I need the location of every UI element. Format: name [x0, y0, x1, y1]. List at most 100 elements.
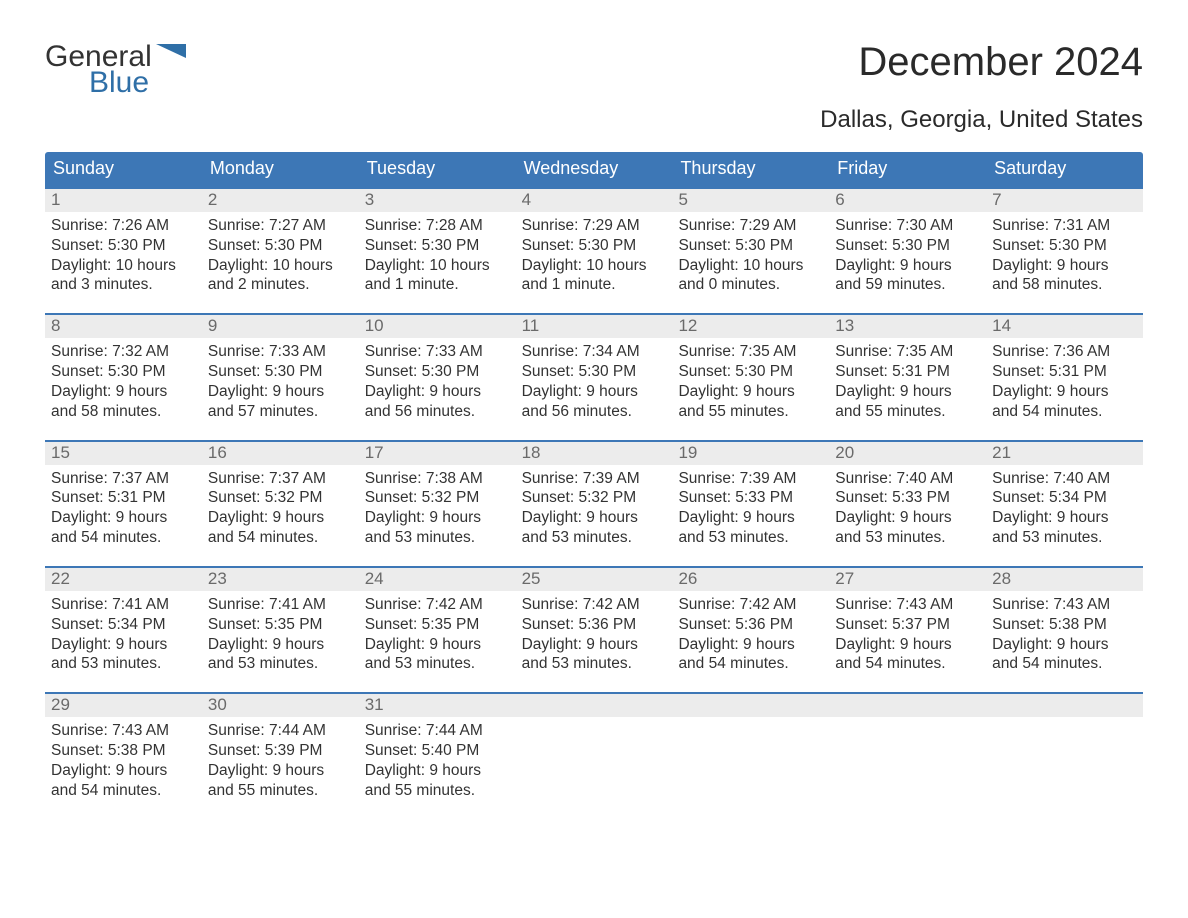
day-cell: 30Sunrise: 7:44 AMSunset: 5:39 PMDayligh… [202, 694, 359, 804]
sunset-text: Sunset: 5:31 PM [51, 488, 196, 508]
daylight-line1: Daylight: 9 hours [51, 635, 196, 655]
sunset-text: Sunset: 5:30 PM [522, 362, 667, 382]
day-cell: 22Sunrise: 7:41 AMSunset: 5:34 PMDayligh… [45, 568, 202, 678]
daylight-line2: and 56 minutes. [365, 402, 510, 422]
day-content: Sunrise: 7:39 AMSunset: 5:32 PMDaylight:… [516, 465, 673, 552]
location-text: Dallas, Georgia, United States [45, 106, 1143, 134]
daylight-line1: Daylight: 9 hours [208, 635, 353, 655]
day-content: Sunrise: 7:36 AMSunset: 5:31 PMDaylight:… [986, 338, 1143, 425]
daylight-line2: and 58 minutes. [992, 275, 1137, 295]
empty-day-cell: . [672, 694, 829, 804]
sunrise-text: Sunrise: 7:29 AM [678, 216, 823, 236]
sunrise-text: Sunrise: 7:29 AM [522, 216, 667, 236]
daylight-line1: Daylight: 9 hours [208, 761, 353, 781]
day-content: Sunrise: 7:41 AMSunset: 5:34 PMDaylight:… [45, 591, 202, 678]
empty-day-cell: . [829, 694, 986, 804]
daylight-line2: and 54 minutes. [678, 654, 823, 674]
sunrise-text: Sunrise: 7:35 AM [678, 342, 823, 362]
sunrise-text: Sunrise: 7:41 AM [208, 595, 353, 615]
daylight-line1: Daylight: 9 hours [208, 508, 353, 528]
daylight-line1: Daylight: 9 hours [365, 382, 510, 402]
day-cell: 8Sunrise: 7:32 AMSunset: 5:30 PMDaylight… [45, 315, 202, 425]
sunrise-text: Sunrise: 7:26 AM [51, 216, 196, 236]
calendar: SundayMondayTuesdayWednesdayThursdayFrid… [45, 152, 1143, 805]
sunrise-text: Sunrise: 7:35 AM [835, 342, 980, 362]
sunset-text: Sunset: 5:32 PM [522, 488, 667, 508]
sunrise-text: Sunrise: 7:27 AM [208, 216, 353, 236]
day-cell: 11Sunrise: 7:34 AMSunset: 5:30 PMDayligh… [516, 315, 673, 425]
day-cell: 17Sunrise: 7:38 AMSunset: 5:32 PMDayligh… [359, 442, 516, 552]
day-content: Sunrise: 7:40 AMSunset: 5:34 PMDaylight:… [986, 465, 1143, 552]
day-cell: 4Sunrise: 7:29 AMSunset: 5:30 PMDaylight… [516, 189, 673, 299]
daylight-line2: and 53 minutes. [835, 528, 980, 548]
daylight-line1: Daylight: 9 hours [51, 508, 196, 528]
day-cell: 6Sunrise: 7:30 AMSunset: 5:30 PMDaylight… [829, 189, 986, 299]
day-cell: 31Sunrise: 7:44 AMSunset: 5:40 PMDayligh… [359, 694, 516, 804]
daylight-line2: and 3 minutes. [51, 275, 196, 295]
day-number: 4 [516, 189, 673, 212]
day-number: 17 [359, 442, 516, 465]
daylight-line1: Daylight: 9 hours [522, 382, 667, 402]
sunset-text: Sunset: 5:30 PM [678, 362, 823, 382]
day-cell: 19Sunrise: 7:39 AMSunset: 5:33 PMDayligh… [672, 442, 829, 552]
day-number: 31 [359, 694, 516, 717]
sunset-text: Sunset: 5:33 PM [678, 488, 823, 508]
day-number: 10 [359, 315, 516, 338]
daylight-line2: and 53 minutes. [522, 654, 667, 674]
day-number: 8 [45, 315, 202, 338]
sunrise-text: Sunrise: 7:39 AM [522, 469, 667, 489]
day-content: Sunrise: 7:40 AMSunset: 5:33 PMDaylight:… [829, 465, 986, 552]
daylight-line1: Daylight: 9 hours [51, 761, 196, 781]
daylight-line2: and 55 minutes. [835, 402, 980, 422]
day-content: Sunrise: 7:29 AMSunset: 5:30 PMDaylight:… [516, 212, 673, 299]
day-number: 22 [45, 568, 202, 591]
daylight-line2: and 1 minute. [522, 275, 667, 295]
daylight-line1: Daylight: 9 hours [365, 761, 510, 781]
sunrise-text: Sunrise: 7:34 AM [522, 342, 667, 362]
empty-day-cell: . [986, 694, 1143, 804]
daylight-line2: and 55 minutes. [365, 781, 510, 801]
day-number: 12 [672, 315, 829, 338]
sunset-text: Sunset: 5:30 PM [365, 362, 510, 382]
day-number: 5 [672, 189, 829, 212]
day-content: Sunrise: 7:35 AMSunset: 5:30 PMDaylight:… [672, 338, 829, 425]
daylight-line2: and 54 minutes. [992, 402, 1137, 422]
day-content: Sunrise: 7:27 AMSunset: 5:30 PMDaylight:… [202, 212, 359, 299]
sunset-text: Sunset: 5:31 PM [992, 362, 1137, 382]
day-content: Sunrise: 7:41 AMSunset: 5:35 PMDaylight:… [202, 591, 359, 678]
day-number: 13 [829, 315, 986, 338]
day-cell: 12Sunrise: 7:35 AMSunset: 5:30 PMDayligh… [672, 315, 829, 425]
day-number: 28 [986, 568, 1143, 591]
day-cell: 16Sunrise: 7:37 AMSunset: 5:32 PMDayligh… [202, 442, 359, 552]
sunrise-text: Sunrise: 7:41 AM [51, 595, 196, 615]
day-number: 21 [986, 442, 1143, 465]
day-cell: 26Sunrise: 7:42 AMSunset: 5:36 PMDayligh… [672, 568, 829, 678]
daylight-line2: and 53 minutes. [365, 654, 510, 674]
day-content: Sunrise: 7:30 AMSunset: 5:30 PMDaylight:… [829, 212, 986, 299]
sunset-text: Sunset: 5:34 PM [992, 488, 1137, 508]
sunset-text: Sunset: 5:34 PM [51, 615, 196, 635]
day-cell: 25Sunrise: 7:42 AMSunset: 5:36 PMDayligh… [516, 568, 673, 678]
day-number: 14 [986, 315, 1143, 338]
sunrise-text: Sunrise: 7:30 AM [835, 216, 980, 236]
daylight-line2: and 0 minutes. [678, 275, 823, 295]
day-number: . [986, 694, 1143, 717]
week-row: 8Sunrise: 7:32 AMSunset: 5:30 PMDaylight… [45, 313, 1143, 425]
sunrise-text: Sunrise: 7:33 AM [208, 342, 353, 362]
daylight-line1: Daylight: 9 hours [678, 382, 823, 402]
sunrise-text: Sunrise: 7:43 AM [51, 721, 196, 741]
day-number: 20 [829, 442, 986, 465]
weekday-sunday: Sunday [45, 152, 202, 187]
daylight-line2: and 53 minutes. [992, 528, 1137, 548]
day-content: Sunrise: 7:38 AMSunset: 5:32 PMDaylight:… [359, 465, 516, 552]
sunset-text: Sunset: 5:37 PM [835, 615, 980, 635]
day-number: 2 [202, 189, 359, 212]
sunset-text: Sunset: 5:39 PM [208, 741, 353, 761]
logo-text-blue: Blue [89, 66, 186, 100]
day-number: 25 [516, 568, 673, 591]
daylight-line2: and 1 minute. [365, 275, 510, 295]
day-number: . [516, 694, 673, 717]
day-content: Sunrise: 7:42 AMSunset: 5:36 PMDaylight:… [672, 591, 829, 678]
day-cell: 9Sunrise: 7:33 AMSunset: 5:30 PMDaylight… [202, 315, 359, 425]
day-content: Sunrise: 7:32 AMSunset: 5:30 PMDaylight:… [45, 338, 202, 425]
